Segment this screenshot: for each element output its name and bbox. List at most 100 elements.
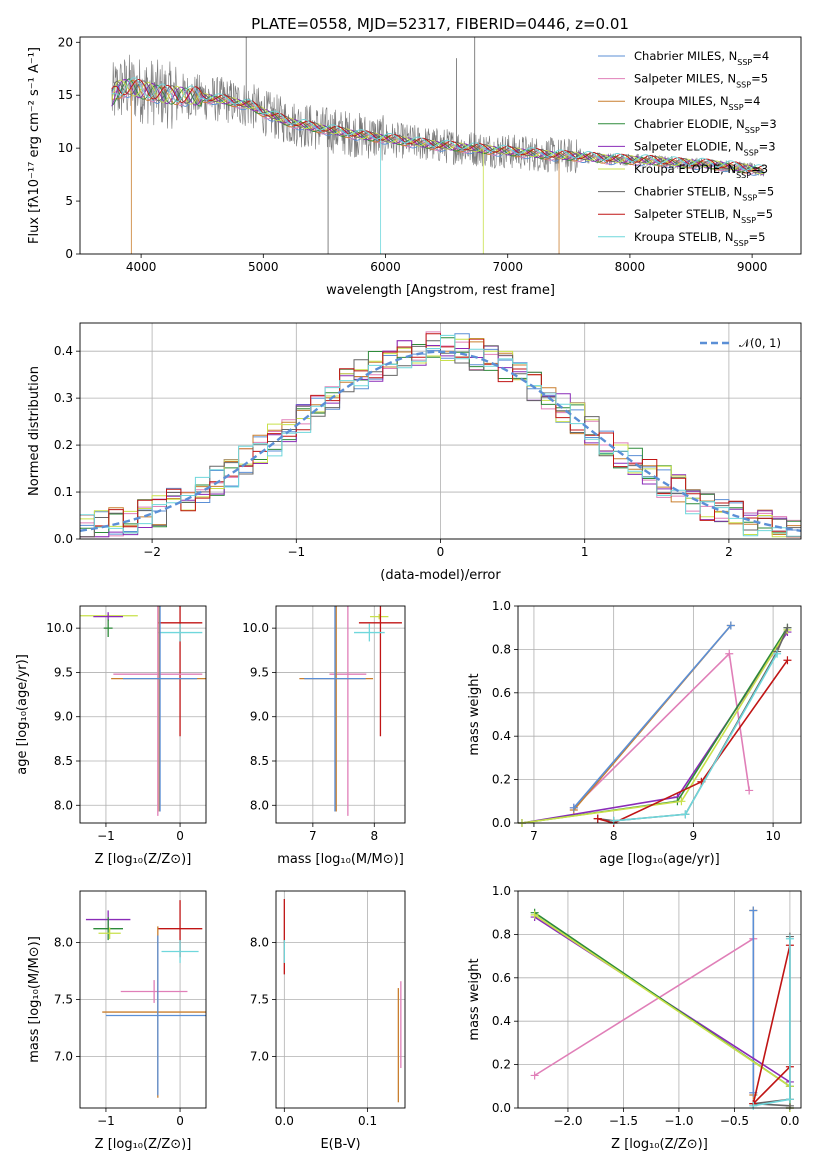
mass-weight-marker bbox=[726, 621, 735, 630]
legend-label: Salpeter ELODIE, NSSP=3 bbox=[634, 139, 776, 157]
age_vs_mass-xlabel: mass [log₁₀(M/M⊙)] bbox=[277, 852, 404, 867]
x-tick-label: 6000 bbox=[370, 260, 401, 274]
legend-label: Salpeter MILES, NSSP=5 bbox=[634, 72, 768, 90]
y-tick-label: 0.1 bbox=[54, 485, 73, 499]
massweight_vs_age-ylabel: mass weight bbox=[467, 673, 482, 755]
x-tick-label: 8 bbox=[610, 829, 618, 843]
y-tick-label: 0.4 bbox=[54, 344, 73, 358]
x-tick-label: −1.5 bbox=[609, 1114, 638, 1128]
mass-weight-marker bbox=[681, 810, 690, 819]
massweight_vs_age-frame bbox=[517, 605, 802, 824]
y-tick-label: 0.2 bbox=[54, 438, 73, 452]
gaussian-legend-label: 𝒩(0, 1) bbox=[739, 336, 781, 350]
residuals-axes: −2 −1 0 1 2 0.0 0.1 0.2 0.3 0.4 bbox=[54, 323, 802, 559]
y-tick-label: 0.4 bbox=[492, 729, 511, 743]
residual-histogram-kroupa-elodie bbox=[80, 338, 801, 538]
y-tick-label: 0.0 bbox=[492, 1101, 511, 1115]
mass_vs_Z-xlabel: Z [log₁₀(Z/Z⊙)] bbox=[95, 1137, 192, 1152]
x-tick-label: 1 bbox=[581, 545, 589, 559]
mass-weight-marker bbox=[745, 786, 754, 795]
legend-label: Chabrier STELIB, NSSP=5 bbox=[634, 185, 774, 203]
y-tick-label: 8.0 bbox=[54, 798, 73, 812]
mass-weight-marker bbox=[749, 1101, 758, 1110]
mass-weight-line-chabrier-miles bbox=[573, 624, 732, 809]
massweight_vs_Z-frame bbox=[517, 890, 802, 1109]
mass-weight-line-kroupa-elodie bbox=[521, 629, 789, 823]
mass_vs_Z-axes: −1 0 7.0 7.5 8.0 bbox=[54, 891, 206, 1128]
mass_vs_Z-frame bbox=[79, 890, 207, 1109]
x-tick-label: −2 bbox=[143, 545, 161, 559]
x-tick-label: 2 bbox=[725, 545, 733, 559]
y-tick-label: 0.2 bbox=[492, 1058, 511, 1072]
y-tick-label: 8.0 bbox=[250, 798, 269, 812]
model-line-kroupa-elodie bbox=[111, 79, 764, 175]
age_vs_Z-frame bbox=[79, 605, 207, 824]
y-tick-label: 1.0 bbox=[492, 599, 511, 613]
x-tick-label: 5000 bbox=[248, 260, 279, 274]
spectrum-ylabel: Flux [fλ10⁻¹⁷ erg cm⁻² s⁻¹ A⁻¹] bbox=[27, 47, 42, 244]
mass-weight-line-kroupa-stelib bbox=[613, 653, 778, 822]
x-tick-label: −2.0 bbox=[553, 1114, 582, 1128]
age_vs_mass-axes: 7 8 8.0 8.5 9.0 9.5 10.0 bbox=[242, 606, 405, 843]
legend-label: Kroupa MILES, NSSP=4 bbox=[634, 94, 760, 112]
y-tick-label: 0.4 bbox=[492, 1014, 511, 1028]
spectrum-legend: Chabrier MILES, NSSP=4 Salpeter MILES, NS… bbox=[598, 49, 777, 247]
age_vs_mass-frame bbox=[275, 605, 406, 824]
age_vs_Z-xlabel: Z [log₁₀(Z/Z⊙)] bbox=[95, 852, 192, 867]
mass-weight-marker bbox=[725, 649, 734, 658]
y-tick-label: 0.0 bbox=[492, 816, 511, 830]
mass-weight-marker bbox=[677, 797, 686, 806]
y-tick-label: 9.5 bbox=[54, 665, 73, 679]
x-tick-label: 8000 bbox=[615, 260, 646, 274]
mass-weight-line-salpeter-stelib bbox=[597, 659, 789, 823]
massweight_vs_Z-xlabel: Z [log₁₀(Z/Z⊙)] bbox=[611, 1137, 708, 1152]
mass-weight-marker bbox=[785, 1095, 794, 1104]
mass_vs_ebv-xlabel: E(B-V) bbox=[320, 1137, 360, 1152]
x-tick-label: 7000 bbox=[492, 260, 523, 274]
model-line-chabrier-stelib bbox=[111, 80, 764, 173]
y-tick-label: 5 bbox=[65, 194, 73, 208]
y-tick-label: 0.2 bbox=[492, 773, 511, 787]
mass-weight-line-salpeter-stelib bbox=[751, 945, 791, 1107]
x-tick-label: −0.5 bbox=[720, 1114, 749, 1128]
y-tick-label: 20 bbox=[58, 35, 73, 49]
mass_vs_ebv-frame bbox=[275, 890, 406, 1109]
mass-weight-line-kroupa-elodie bbox=[534, 914, 791, 1108]
massweight_vs_Z-ylabel: mass weight bbox=[467, 958, 482, 1040]
y-tick-label: 10.0 bbox=[242, 621, 269, 635]
x-tick-label: 0.0 bbox=[780, 1114, 799, 1128]
x-tick-label: −1 bbox=[97, 829, 115, 843]
x-tick-label: 0.0 bbox=[275, 1114, 294, 1128]
x-tick-label: 9000 bbox=[737, 260, 768, 274]
model-line-kroupa-stelib bbox=[111, 77, 764, 171]
x-tick-label: 0 bbox=[437, 545, 445, 559]
model-line-salpeter-stelib bbox=[111, 78, 764, 172]
mass_vs_Z-ylabel: mass [log₁₀(M/M⊙)] bbox=[27, 936, 42, 1063]
mass-weight-line-chabrier-stelib bbox=[597, 627, 789, 822]
y-tick-label: 7.0 bbox=[54, 1050, 73, 1064]
spectrum-axes: 4000 5000 6000 7000 8000 9000 0 5 10 15 20 bbox=[58, 35, 768, 274]
massweight_vs_Z-axes: −2.0 −1.5 −1.0 −0.5 0.0 0.0 0.2 0.4 0.6 0.8 1.0 bbox=[492, 884, 801, 1128]
spectrum-frame bbox=[79, 36, 802, 255]
residuals-frame bbox=[79, 322, 802, 540]
y-tick-label: 10 bbox=[58, 141, 73, 155]
mass-weight-marker bbox=[530, 910, 539, 919]
x-tick-label: 8 bbox=[370, 829, 378, 843]
massweight_vs_age-xlabel: age [log₁₀(age/yr)] bbox=[599, 852, 720, 867]
y-tick-label: 10.0 bbox=[46, 621, 73, 635]
mass-weight-marker bbox=[749, 906, 758, 915]
y-tick-label: 0.6 bbox=[492, 686, 511, 700]
x-tick-label: −1.0 bbox=[664, 1114, 693, 1128]
legend-label: Kroupa ELODIE, NSSP=3 bbox=[634, 162, 768, 180]
residuals-ylabel: Normed distribution bbox=[27, 366, 42, 496]
mass-weight-line-chabrier-elodie bbox=[521, 627, 789, 823]
model-line-salpeter-miles bbox=[111, 81, 764, 175]
legend-label: Kroupa STELIB, NSSP=5 bbox=[634, 230, 765, 248]
gaussian-reference-line bbox=[79, 350, 802, 532]
mass-weight-marker bbox=[783, 656, 792, 665]
x-tick-label: 0 bbox=[176, 829, 184, 843]
mass-weight-line-salpeter-elodie bbox=[534, 916, 791, 1108]
age_vs_Z-ylabel: age [log₁₀(age/yr)] bbox=[15, 654, 30, 775]
mass-weight-marker bbox=[785, 934, 794, 943]
